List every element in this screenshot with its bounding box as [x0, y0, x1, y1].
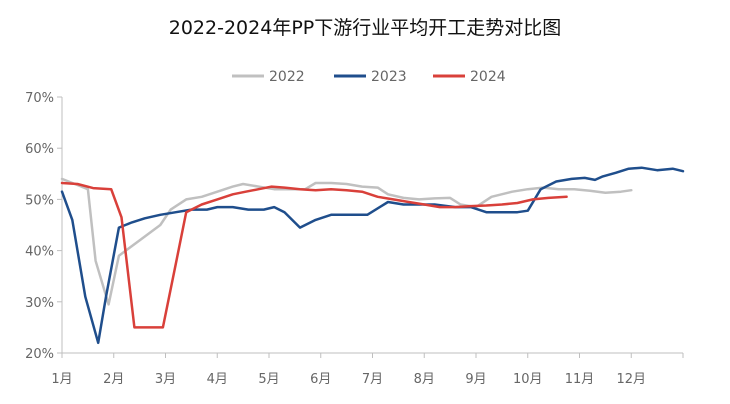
chart-title: 2022-2024年PP下游行业平均开工走势对比图	[169, 17, 561, 39]
series-line-2022	[60, 177, 633, 306]
x-tick-label: 12月	[616, 372, 646, 387]
series-line-2023	[60, 166, 685, 345]
x-tick-label: 10月	[513, 372, 543, 387]
x-tick-label: 4月	[207, 372, 228, 387]
y-tick-label: 40%	[25, 245, 54, 260]
x-tick-label: 8月	[414, 372, 435, 387]
x-tick-label: 9月	[465, 372, 486, 387]
x-axis: 1月 2月 3月 4月 5月 6月 7月 8月 9月 10月 11月 12月	[51, 353, 684, 387]
x-tick-label: 3月	[155, 372, 176, 387]
series-line-2024	[60, 181, 568, 329]
x-tick-label: 1月	[51, 372, 72, 387]
legend-label-2023: 2023	[371, 69, 407, 85]
x-tick-label: 7月	[362, 372, 383, 387]
legend-label-2022: 2022	[269, 69, 305, 85]
y-tick-label: 60%	[25, 142, 54, 157]
y-tick-label: 20%	[25, 347, 54, 362]
y-tick-label: 50%	[25, 193, 54, 208]
x-tick-label: 6月	[310, 372, 331, 387]
legend: 2022 2023 2024	[232, 69, 506, 85]
y-tick-label: 30%	[25, 296, 54, 311]
x-tick-label: 5月	[258, 372, 279, 387]
x-tick-label: 2月	[103, 372, 124, 387]
y-axis: 20% 30% 40% 50% 60% 70%	[25, 91, 62, 362]
series-layer	[60, 166, 685, 345]
legend-label-2024: 2024	[470, 69, 506, 85]
y-tick-label: 70%	[25, 91, 54, 106]
x-tick-label: 11月	[565, 372, 595, 387]
